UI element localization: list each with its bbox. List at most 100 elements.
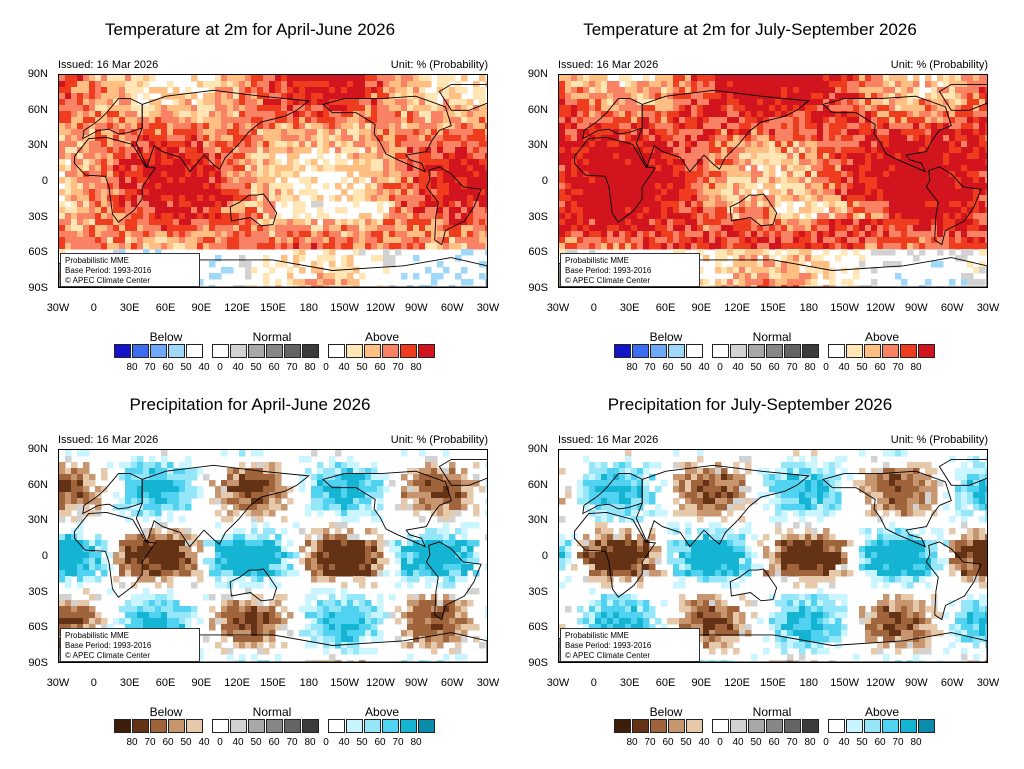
legend-swatch (686, 344, 703, 358)
legend-tick: 70 (892, 737, 904, 748)
temperature-jas-panel: Temperature at 2m for July-September 202… (500, 0, 1000, 380)
legend-swatch (784, 719, 801, 733)
legend-swatch (846, 344, 863, 358)
legend-swatch (802, 719, 819, 733)
longitude-label: 0 (90, 302, 97, 314)
legend-tick: 70 (286, 737, 298, 748)
legend-tick: 0 (823, 362, 829, 373)
info-line: © APEC Climate Center (65, 651, 151, 660)
continent-outline (438, 83, 487, 111)
legend-swatch (686, 719, 703, 733)
info-line: © APEC Climate Center (565, 651, 651, 660)
legend-tick: 70 (144, 362, 156, 373)
legend-tick: 70 (644, 362, 656, 373)
info-line: © APEC Climate Center (565, 276, 651, 285)
longitude-label: 180 (799, 677, 818, 689)
longitude-label: 60E (155, 302, 176, 314)
longitude-label: 60E (655, 677, 676, 689)
legend-tick: 70 (786, 737, 798, 748)
legend-swatch (346, 719, 363, 733)
continent-outline (635, 464, 810, 548)
legend-swatches (614, 344, 936, 360)
latitude-label: 30S (28, 210, 48, 223)
latitude-label: 90N (27, 443, 48, 455)
latitude-label: 90N (27, 68, 48, 80)
legend-below-label: Below (649, 330, 683, 344)
legend-swatch (212, 719, 229, 733)
longitude-label: 60E (155, 677, 176, 689)
legend-tick: 40 (232, 737, 244, 748)
forecast-map (58, 449, 488, 663)
latitude-label: 30S (528, 585, 548, 598)
panel-title: Temperature at 2m for July-September 202… (583, 20, 917, 39)
latitude-label: 0 (541, 550, 548, 562)
latitude-label: 30N (527, 514, 548, 527)
precipitation-jas-panel: Precipitation for July-September 2026 Iss… (500, 375, 1000, 755)
legend-swatch (400, 719, 417, 733)
legend-tick: 70 (144, 737, 156, 748)
legend-tick: 70 (786, 362, 798, 373)
longitude-label: 90E (191, 677, 212, 689)
longitude-label: 30W (546, 302, 570, 314)
continent-outline (821, 95, 952, 173)
continent-outline (582, 98, 643, 140)
latitude-label: 30N (27, 139, 48, 152)
legend-swatch (186, 719, 203, 733)
legend-swatch (114, 344, 131, 358)
legend-swatch (614, 344, 631, 358)
legend-tick: 80 (126, 737, 138, 748)
legend-swatch (150, 719, 167, 733)
continent-outline (635, 89, 810, 173)
longitude-label: 120E (224, 302, 250, 314)
latitude-label: 60S (528, 621, 548, 634)
legend-swatch (614, 719, 631, 733)
legend-swatch (328, 344, 345, 358)
longitude-label: 90W (905, 302, 928, 314)
longitude-label: 60E (655, 302, 676, 314)
longitude-label: 120W (366, 302, 395, 314)
legend-swatch (766, 344, 783, 358)
legend-tick: 80 (410, 737, 422, 748)
legend-tick: 0 (823, 737, 829, 748)
legend-tick: 60 (268, 362, 280, 373)
legend-swatch (882, 719, 899, 733)
longitude-label: 30E (619, 677, 640, 689)
legend-tick: 0 (717, 362, 723, 373)
continent-outline (938, 458, 987, 486)
latitude-label: 90N (527, 443, 548, 455)
info-line: © APEC Climate Center (65, 276, 151, 285)
legend-tick: 50 (750, 737, 762, 748)
legend-swatch (212, 344, 229, 358)
legend-swatch (400, 344, 417, 358)
legend-tick: 40 (198, 362, 210, 373)
longitude-label: 0 (590, 302, 597, 314)
legend-swatch (248, 719, 265, 733)
legend-tick: 40 (732, 362, 744, 373)
longitude-label: 180 (799, 302, 818, 314)
issued-date: Issued: 16 Mar 2026 (58, 59, 159, 71)
latitude-label: 60S (28, 246, 48, 259)
continent-outline (559, 257, 987, 287)
legend-swatch (230, 344, 247, 358)
legend-tick: 80 (410, 362, 422, 373)
legend-tick: 0 (717, 737, 723, 748)
legend-tick: 50 (856, 362, 868, 373)
latitude-label: 30S (28, 585, 48, 598)
legend-tick: 60 (162, 362, 174, 373)
map-canvas (559, 75, 987, 287)
longitude-label: 120W (866, 302, 895, 314)
continent-outline (82, 473, 143, 515)
legend-swatch (900, 344, 917, 358)
info-line: Probabilistic MME (65, 256, 130, 265)
legend-swatch (168, 719, 185, 733)
legend-tick: 80 (804, 737, 816, 748)
longitude-label: 30W (476, 677, 500, 689)
legend-tick: 40 (232, 362, 244, 373)
longitude-label: 150W (830, 677, 860, 689)
legend-tick: 0 (217, 362, 223, 373)
legend-swatch (266, 344, 283, 358)
probability-legend: Below Normal Above 80 70 60 50 40 0 40 50 60 70 80 0 40… (614, 705, 944, 751)
legend-tick: 60 (662, 737, 674, 748)
legend-tick: 60 (874, 362, 886, 373)
legend-below-label: Below (649, 705, 683, 719)
